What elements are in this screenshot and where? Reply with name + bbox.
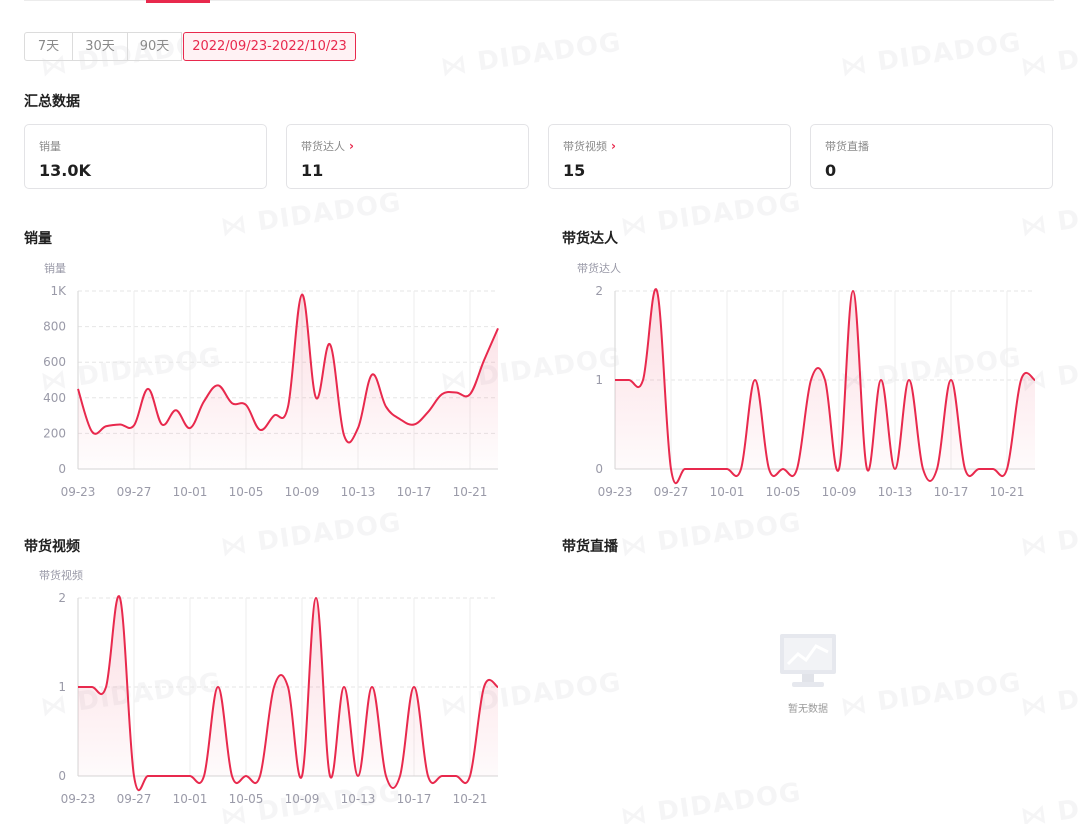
chart-title-livestreams: 带货直播 [562, 539, 618, 555]
summary-card-videos[interactable]: 带货视频 › 15 [548, 124, 791, 189]
creators-chart-y-tick-label: 2 [595, 284, 603, 298]
card-value: 0 [825, 161, 837, 180]
creators-chart-y-tick-label: 0 [595, 462, 603, 476]
range-90-days-button[interactable]: 90天 [128, 32, 182, 61]
card-label: 带货达人 › [301, 139, 354, 153]
card-label: 销量 [39, 140, 61, 153]
videos-chart-x-tick-label: 09-27 [117, 792, 152, 806]
empty-state-text: 暂无数据 [788, 704, 828, 715]
videos-chart-x-tick-label: 10-09 [285, 792, 320, 806]
chart-placeholder-icon [780, 634, 836, 687]
sales-chart-x-tick-label: 09-23 [61, 485, 96, 499]
card-value: 11 [301, 161, 324, 180]
sales-chart-y-tick-label: 0 [58, 462, 66, 476]
sales-chart-x-tick-label: 10-09 [285, 485, 320, 499]
summary-card-livestreams: 带货直播 0 [810, 124, 1053, 189]
videos-chart-y-tick-label: 0 [58, 769, 66, 783]
sales-chart-y-tick-label: 200 [43, 426, 66, 440]
summary-card-creators[interactable]: 带货达人 › 11 [286, 124, 529, 189]
chart-title-sales: 销量 [24, 231, 52, 247]
chart-title-videos: 带货视频 [24, 539, 80, 555]
card-value: 13.0K [39, 161, 91, 180]
sales-chart-x-tick-label: 10-01 [173, 485, 208, 499]
chart-title-creators: 带货达人 [562, 231, 618, 247]
chevron-right-icon[interactable]: › [349, 139, 354, 153]
creators-chart-y-tick-label: 1 [595, 373, 603, 387]
sales-chart-x-tick-label: 10-13 [341, 485, 376, 499]
videos-chart-y-axis-title: 带货视频 [39, 568, 83, 582]
creators-chart-x-tick-label: 09-27 [654, 485, 689, 499]
sales-chart-x-tick-label: 10-05 [229, 485, 264, 499]
range-30-days-button[interactable]: 30天 [73, 32, 128, 61]
sales-chart-area-fill [78, 294, 498, 469]
tab-bar-divider [24, 0, 1054, 1]
empty-state: 暂无数据 [760, 632, 856, 715]
chevron-right-icon[interactable]: › [611, 139, 616, 153]
videos-chart-y-tick-label: 2 [58, 591, 66, 605]
creators-chart-x-tick-label: 10-13 [878, 485, 913, 499]
creators-chart-x-tick-label: 10-17 [934, 485, 969, 499]
sales-chart-y-tick-label: 400 [43, 391, 66, 405]
creators-chart-y-axis-title: 带货达人 [577, 261, 621, 275]
range-custom-button[interactable]: 2022/09/23-2022/10/23 [183, 32, 356, 61]
creators-chart-x-tick-label: 10-09 [822, 485, 857, 499]
card-label: 带货直播 [825, 140, 869, 153]
range-7-days-button[interactable]: 7天 [24, 32, 73, 61]
sales-chart-y-axis-title: 销量 [44, 261, 66, 275]
date-range-selector: 7天 30天 90天 2022/09/23-2022/10/23 [24, 32, 356, 61]
creators-chart-area-fill [615, 289, 1035, 484]
summary-title: 汇总数据 [24, 94, 80, 110]
sales-chart-y-tick-label: 1K [50, 284, 67, 298]
sales-chart-x-tick-label: 10-21 [453, 485, 488, 499]
sales-chart-x-tick-label: 10-17 [397, 485, 432, 499]
videos-chart-y-tick-label: 1 [58, 680, 66, 694]
creators-chart-x-tick-label: 09-23 [598, 485, 633, 499]
videos-chart-x-tick-label: 10-01 [173, 792, 208, 806]
videos-chart-series-line [78, 595, 499, 792]
sales-chart-y-tick-label: 600 [43, 355, 66, 369]
creators-chart-x-tick-label: 10-01 [710, 485, 745, 499]
videos-chart-x-tick-label: 10-05 [229, 792, 264, 806]
sales-chart-series-line [77, 293, 499, 444]
sales-chart-x-tick-label: 09-27 [117, 485, 152, 499]
card-label: 带货视频 › [563, 139, 616, 153]
videos-chart-x-tick-label: 10-17 [397, 792, 432, 806]
summary-card-sales: 销量 13.0K [24, 124, 267, 189]
creators-chart-series-line [614, 288, 1036, 485]
videos-chart-x-tick-label: 10-13 [341, 792, 376, 806]
card-value: 15 [563, 161, 586, 180]
videos-chart-x-tick-label: 09-23 [61, 792, 96, 806]
active-tab-indicator [146, 0, 210, 3]
creators-chart-x-tick-label: 10-05 [766, 485, 801, 499]
sales-chart-y-tick-label: 800 [43, 320, 66, 334]
creators-chart-x-tick-label: 10-21 [990, 485, 1025, 499]
videos-chart-x-tick-label: 10-21 [453, 792, 488, 806]
videos-chart-area-fill [78, 596, 498, 791]
